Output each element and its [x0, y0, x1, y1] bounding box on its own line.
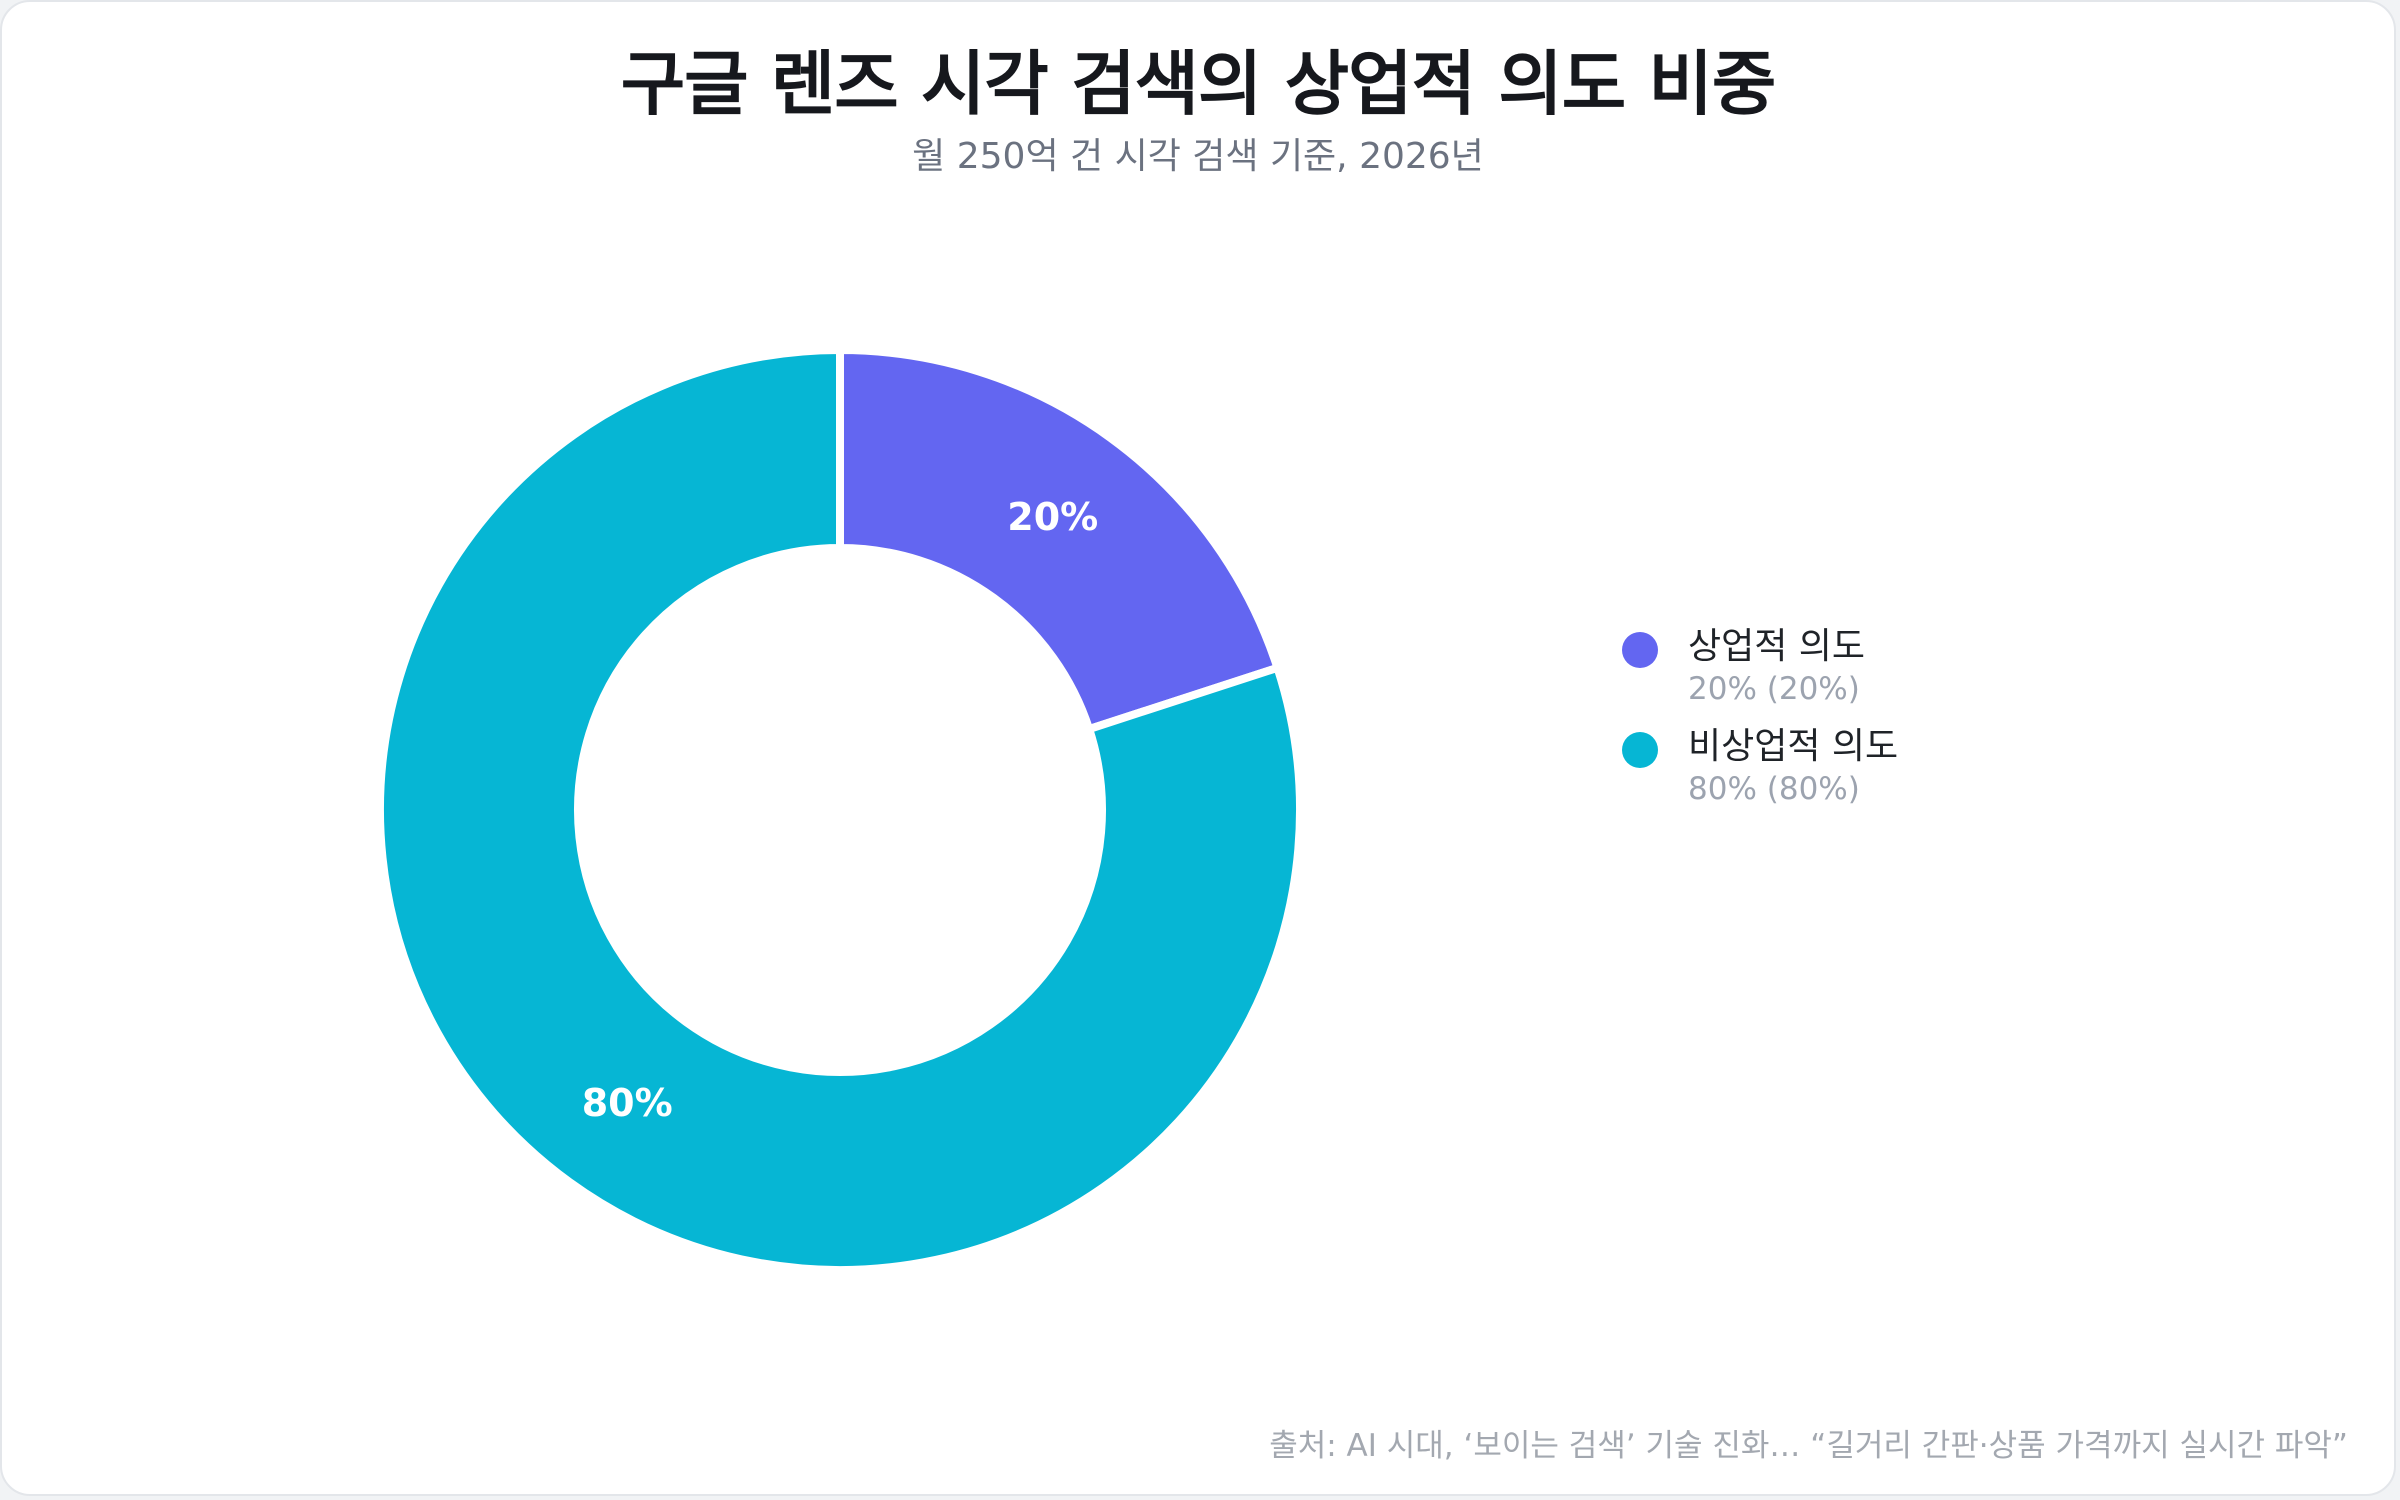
source-note: 출처: AI 시대, ‘보이는 검색’ 기술 진화… “길거리 간판·상품 가격…: [1269, 1428, 2348, 1464]
chart-subtitle: 월 250억 건 시각 검색 기준, 2026년: [912, 136, 1484, 177]
legend-name-commercial: 상업적 의도: [1688, 626, 1866, 667]
legend-dot-commercial: [1622, 632, 1658, 668]
legend-item-commercial[interactable]: 상업적 의도 20% (20%): [1622, 624, 1898, 724]
donut-slice-commercial[interactable]: [836, 346, 1282, 734]
legend-dot-non-commercial: [1622, 732, 1658, 768]
donut-slice-non-commercial[interactable]: [376, 346, 1304, 1274]
chart-title: 구글 렌즈 시각 검색의 상업적 의도 비중: [620, 43, 1777, 125]
slice-label-commercial: 20%: [1007, 495, 1098, 539]
legend-name-non-commercial: 비상업적 의도: [1688, 726, 1899, 767]
legend-value-commercial: 20% (20%): [1688, 671, 1860, 707]
legend-item-non-commercial[interactable]: 비상업적 의도 80% (80%): [1622, 724, 1898, 824]
legend: 상업적 의도 20% (20%) 비상업적 의도 80% (80%): [1622, 624, 1898, 824]
slice-label-non-commercial: 80%: [582, 1081, 673, 1125]
legend-value-non-commercial: 80% (80%): [1688, 771, 1860, 807]
